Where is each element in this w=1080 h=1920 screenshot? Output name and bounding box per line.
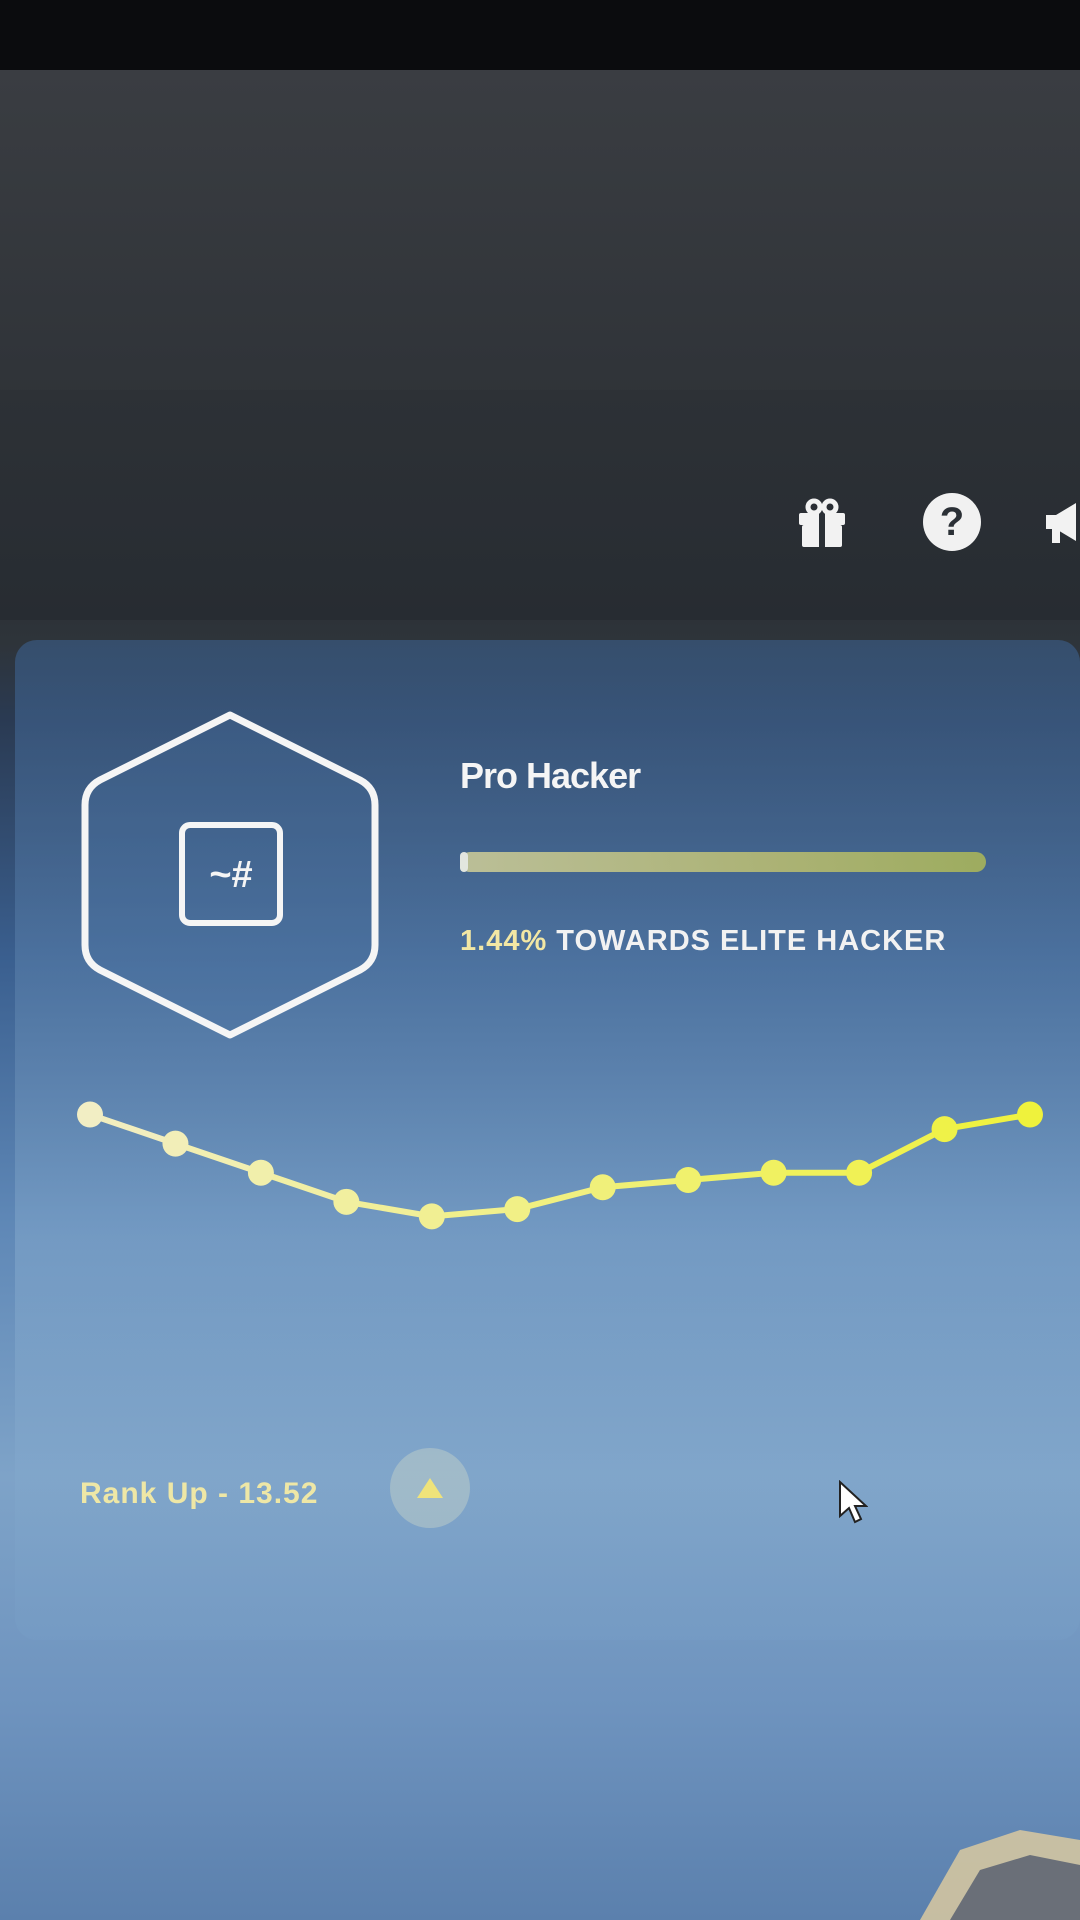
- chart-point: [589, 1174, 616, 1201]
- chart-point: [760, 1159, 787, 1186]
- gift-button[interactable]: [790, 490, 854, 554]
- chart-point: [504, 1196, 531, 1223]
- chart-point: [675, 1167, 702, 1193]
- chart-line-segment: [343, 1198, 435, 1220]
- header-icons: ?: [680, 490, 1080, 560]
- chart-line-segment: [257, 1169, 350, 1205]
- chart-point: [846, 1159, 873, 1186]
- rank-up-label: Rank Up - 13.52: [80, 1477, 319, 1510]
- help-icon: ?: [923, 493, 981, 551]
- chart-point: [162, 1130, 189, 1157]
- rank-card: [15, 640, 1080, 1640]
- progress-label: 1.44% TOWARDS ELITE HACKER: [460, 925, 946, 958]
- chart-point: [77, 1101, 103, 1128]
- chart-line-segment: [87, 1111, 179, 1147]
- help-button[interactable]: ?: [920, 490, 984, 554]
- rank-progress-fill: [460, 852, 468, 872]
- chart-line-segment: [685, 1169, 777, 1183]
- progress-target: TOWARDS ELITE HACKER: [547, 925, 947, 957]
- gift-icon: [799, 498, 845, 547]
- triangle-up-icon: [417, 1478, 443, 1498]
- chart-line-segment: [599, 1177, 692, 1191]
- rank-badge: ~#: [81, 711, 379, 1039]
- megaphone-icon: [1046, 503, 1076, 543]
- rank-progress-bar: [460, 852, 986, 872]
- chart-line-segment: [172, 1140, 264, 1176]
- terminal-icon: ~#: [209, 854, 252, 896]
- chart-point: [247, 1159, 274, 1186]
- top-bar: [0, 390, 1080, 620]
- chart-point: [931, 1116, 958, 1143]
- mouse-cursor: [839, 1480, 868, 1524]
- chart-point: [333, 1188, 360, 1215]
- rank-history-chart: [77, 1101, 1043, 1230]
- rank-up-button[interactable]: [390, 1448, 470, 1528]
- corner-graphic: [920, 1830, 1080, 1920]
- announcements-button[interactable]: [1040, 490, 1080, 554]
- chart-line-segment: [428, 1206, 521, 1220]
- chart-point: [1017, 1101, 1043, 1128]
- chart-point: [418, 1203, 445, 1230]
- chart-line-segment: [856, 1126, 948, 1176]
- chart-line-segment: [514, 1184, 606, 1213]
- rank-title: Pro Hacker: [460, 755, 641, 796]
- chart-line-segment: [941, 1111, 1033, 1133]
- progress-percent: 1.44%: [460, 925, 548, 957]
